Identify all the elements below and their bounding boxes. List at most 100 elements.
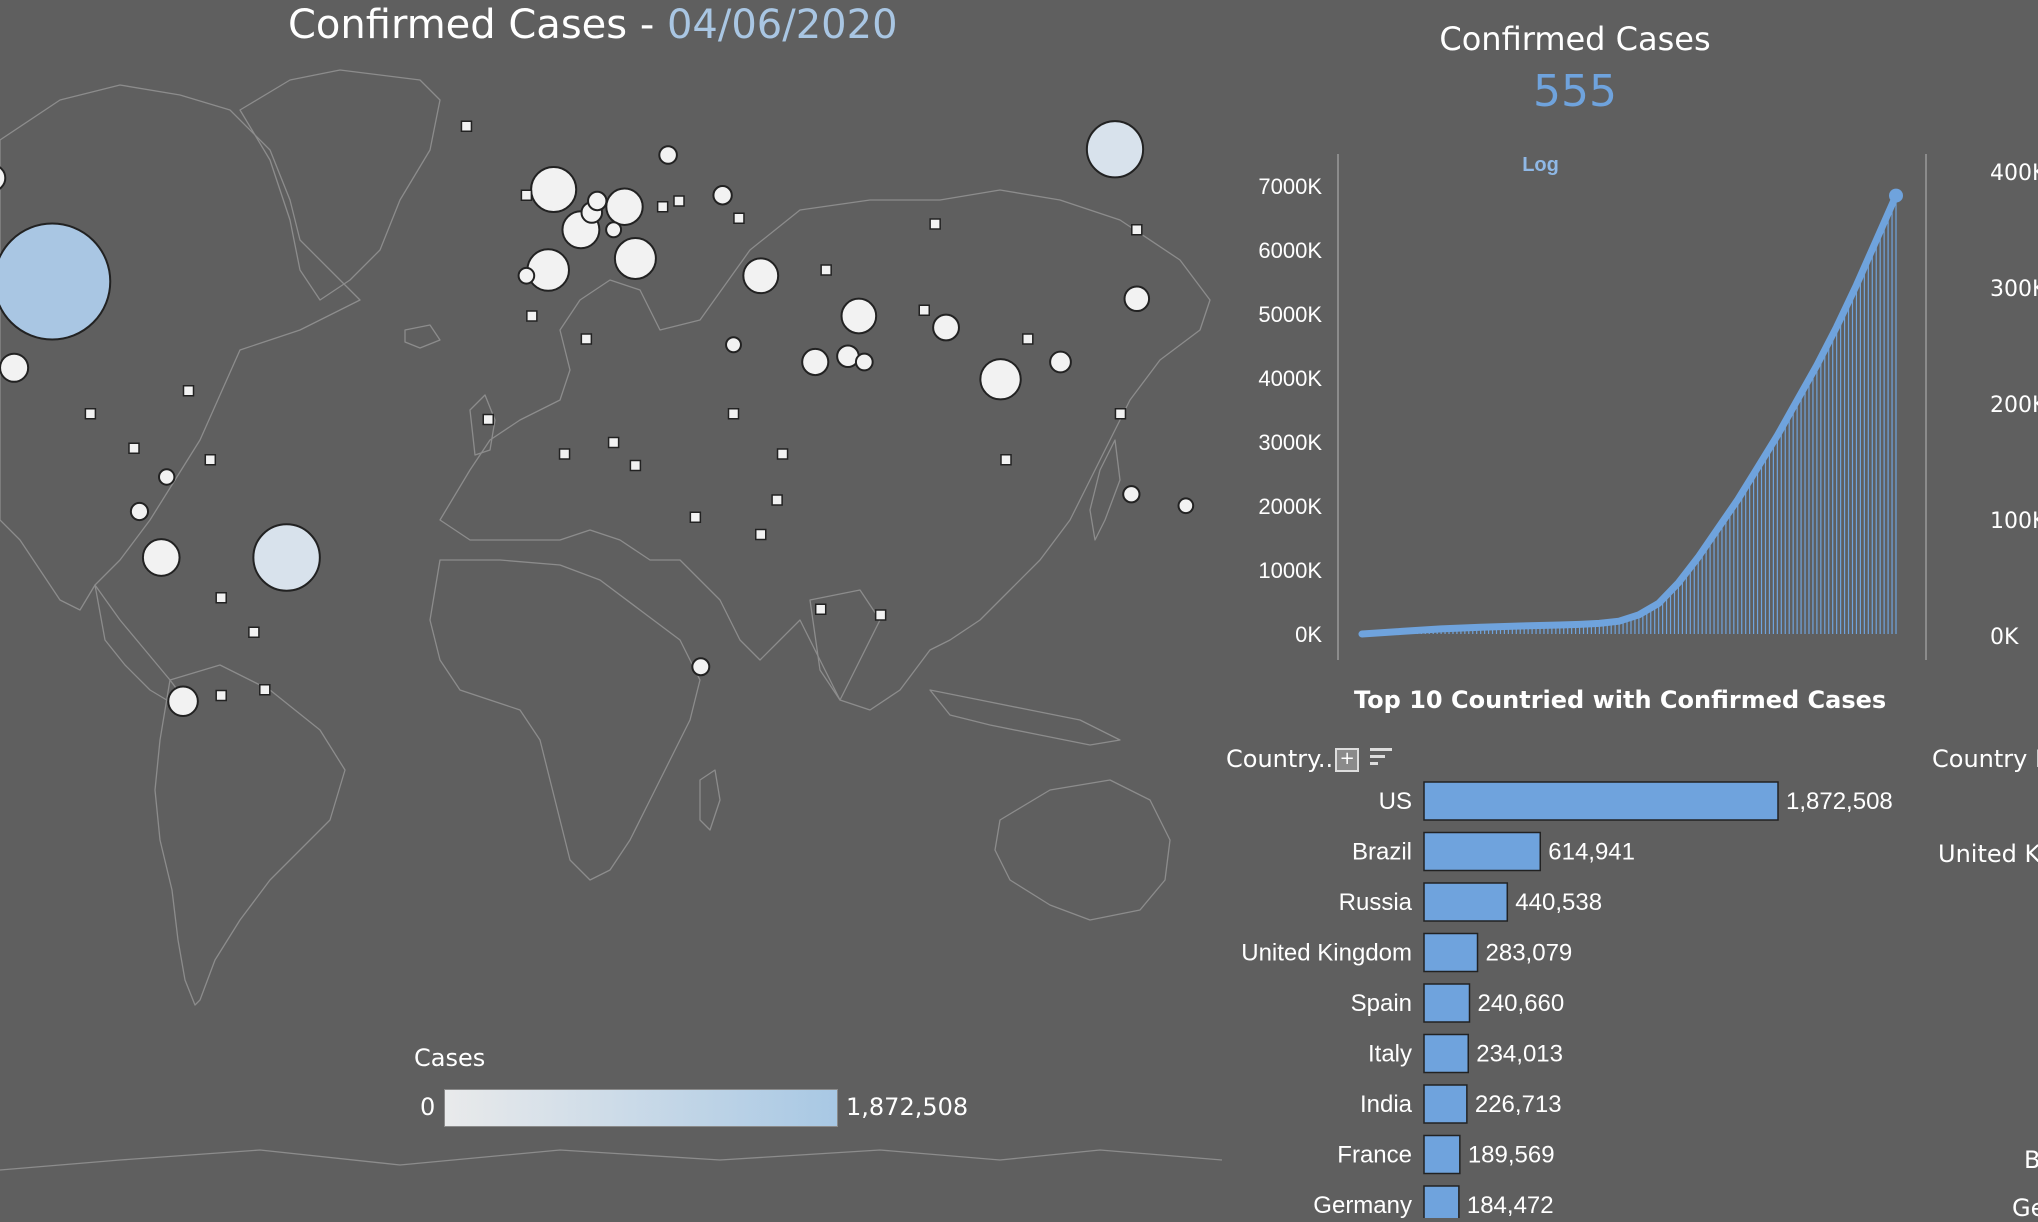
case-bubble[interactable] [259, 684, 271, 696]
case-bubble[interactable] [854, 352, 874, 372]
case-bubble[interactable] [526, 248, 570, 292]
case-bubble[interactable] [530, 165, 578, 214]
case-bubble[interactable] [727, 408, 740, 420]
case-bubble[interactable] [1114, 408, 1127, 420]
bar[interactable] [1423, 781, 1779, 821]
kpi-title: Confirmed Cases [1439, 20, 1711, 58]
case-bubble[interactable] [158, 468, 176, 486]
case-bubble[interactable] [979, 358, 1022, 401]
case-bubble[interactable] [918, 304, 930, 316]
country-column-header[interactable]: Country.. + [1226, 745, 1393, 774]
bar[interactable] [1423, 983, 1471, 1023]
case-bubble[interactable] [215, 592, 227, 604]
case-bubble[interactable] [0, 222, 112, 341]
case-bubble[interactable] [1123, 285, 1151, 313]
case-bubble[interactable] [215, 689, 227, 702]
bar-category-label: Italy [1368, 1041, 1412, 1068]
case-bubble[interactable] [814, 603, 827, 615]
case-bubble[interactable] [587, 190, 608, 212]
case-bubble[interactable] [613, 236, 657, 281]
case-bubble[interactable] [755, 528, 767, 541]
case-bubble[interactable] [558, 448, 571, 460]
bar[interactable] [1423, 1134, 1461, 1175]
case-bubble[interactable] [1049, 350, 1072, 374]
expand-plus-icon[interactable]: + [1335, 748, 1360, 772]
land-madagascar [699, 769, 721, 831]
case-bubble[interactable] [0, 165, 7, 191]
log-scale-toggle[interactable]: Log [1522, 154, 1559, 176]
case-bubble[interactable] [658, 145, 678, 165]
case-bubble[interactable] [689, 511, 702, 523]
case-bubble[interactable] [801, 347, 830, 377]
bar[interactable] [1423, 882, 1509, 922]
case-bubble[interactable] [248, 626, 260, 638]
land-japan [1089, 439, 1121, 541]
series-end-point[interactable] [1889, 188, 1903, 203]
case-bubble[interactable] [141, 538, 181, 577]
country-header-label: Country.. [1226, 745, 1334, 773]
case-bubble[interactable] [1177, 497, 1195, 515]
case-bubble[interactable] [776, 448, 789, 460]
case-bubble[interactable] [0, 352, 30, 383]
bar[interactable] [1423, 1033, 1469, 1074]
case-bubble[interactable] [129, 501, 150, 522]
case-bubble[interactable] [656, 201, 669, 213]
y-tick-label: 6000K [1258, 238, 1322, 263]
case-bubble[interactable] [605, 187, 644, 226]
bar-value-label: 226,713 [1475, 1091, 1562, 1118]
bar-value-label: 440,538 [1515, 889, 1602, 916]
cut-fragment: Ge [2012, 1194, 2038, 1222]
case-bubble[interactable] [874, 609, 887, 621]
case-bubble[interactable] [820, 264, 832, 276]
case-bubble[interactable] [605, 221, 623, 239]
land-australia [994, 779, 1171, 921]
bar[interactable] [1423, 1084, 1468, 1124]
case-bubble[interactable] [771, 494, 783, 506]
case-bubble[interactable] [932, 313, 960, 342]
bar[interactable] [1423, 1185, 1460, 1218]
case-bubble[interactable] [204, 454, 217, 466]
case-bubble[interactable] [629, 459, 642, 472]
case-bubble[interactable] [182, 385, 195, 397]
case-bubble[interactable] [520, 189, 533, 201]
case-bubble[interactable] [840, 297, 878, 335]
land-north-america [0, 84, 361, 611]
bar[interactable] [1423, 831, 1542, 872]
case-bubble[interactable] [1022, 333, 1034, 345]
case-bubble[interactable] [580, 333, 593, 345]
bar-category-label: United Kingdom [1241, 940, 1412, 967]
case-bubble[interactable] [673, 195, 685, 207]
land-uk [469, 394, 496, 456]
case-bubble[interactable] [929, 218, 941, 230]
case-bubble[interactable] [691, 657, 711, 677]
case-bubble[interactable] [1085, 120, 1145, 179]
case-bubble[interactable] [252, 523, 321, 592]
case-bubbles[interactable] [0, 120, 1222, 741]
case-bubble[interactable] [725, 336, 742, 354]
case-bubble[interactable] [128, 442, 140, 454]
case-bubble[interactable] [733, 212, 745, 224]
land-india [809, 589, 881, 701]
case-bubble[interactable] [1131, 224, 1143, 236]
case-bubble[interactable] [517, 266, 536, 285]
cumulative-cases-chart[interactable]: Log 0K 1000K 2000K 3000K 4000K 5000K 6000K 7000… [1230, 140, 1920, 670]
case-bubble[interactable] [167, 685, 199, 718]
case-bubble[interactable] [1000, 454, 1012, 466]
case-bubble[interactable] [712, 185, 733, 206]
case-bubble[interactable] [742, 257, 780, 295]
bar-value-label: 240,660 [1477, 990, 1564, 1017]
sort-icon[interactable] [1369, 746, 1393, 774]
cut-row-label: United Ki [1938, 840, 2038, 868]
case-bubble[interactable] [607, 436, 620, 449]
land-eurasia [439, 189, 1211, 711]
case-bubble[interactable] [460, 120, 473, 132]
case-bubble[interactable] [1122, 485, 1141, 504]
world-map[interactable] [0, 0, 1222, 1218]
case-bubble[interactable] [482, 413, 494, 426]
bar[interactable] [1423, 932, 1479, 973]
second-axis-tick: 300K [1990, 277, 2038, 302]
case-bubble[interactable] [526, 310, 538, 322]
top-countries-bar-chart[interactable]: US 1,872,508 Brazil 614,941 Russia 440,538 Uni… [1226, 770, 1916, 1218]
land-antarctica [0, 1149, 1222, 1171]
case-bubble[interactable] [84, 408, 97, 420]
